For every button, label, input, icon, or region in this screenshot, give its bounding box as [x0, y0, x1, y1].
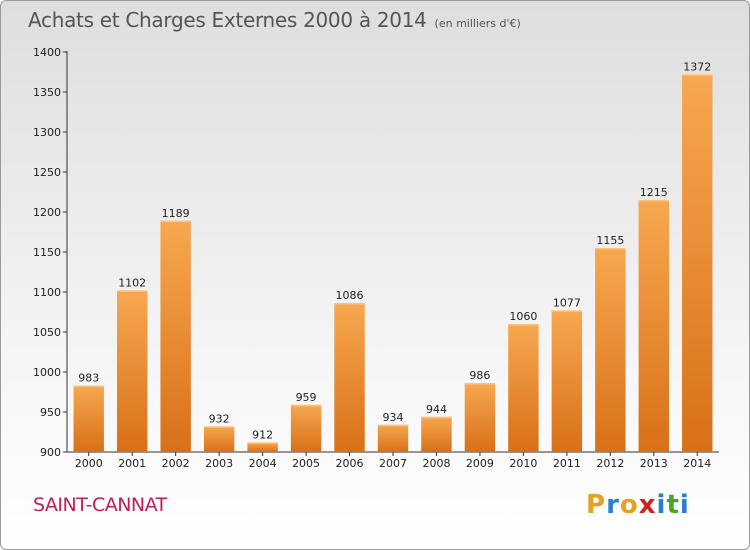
y-tick-label: 900	[40, 446, 61, 459]
data-label: 959	[296, 391, 317, 404]
x-tick-label: 2014	[683, 457, 711, 470]
y-tick-label: 1000	[33, 366, 61, 379]
y-tick-label: 1300	[33, 126, 61, 139]
bar	[247, 442, 278, 452]
bar-top-edge	[377, 424, 409, 427]
bar-top-edge	[116, 290, 148, 292]
logo-letter: x	[638, 490, 657, 520]
bar	[638, 200, 670, 452]
logo-letter: i	[679, 490, 690, 520]
proxiti-logo: Proxiti	[586, 490, 690, 520]
chart-bars	[73, 74, 713, 453]
x-tick-label: 2004	[249, 457, 277, 470]
data-label: 1086	[336, 289, 364, 302]
bar	[682, 74, 713, 453]
x-tick-label: 2008	[422, 457, 450, 470]
x-tick-label: 2003	[205, 457, 233, 470]
data-label: 1102	[118, 276, 146, 289]
y-tick-label: 1150	[33, 246, 61, 259]
y-tick-label: 1200	[33, 206, 61, 219]
bar	[377, 424, 409, 452]
chart-subtitle: (en milliers d'€)	[434, 17, 521, 30]
bar-top-edge	[290, 404, 322, 407]
bar-top-edge	[595, 248, 626, 250]
bar	[290, 404, 322, 452]
data-label: 986	[469, 369, 490, 382]
logo-letter: t	[666, 490, 680, 520]
y-tick-label: 1050	[33, 326, 61, 339]
x-tick-label: 2005	[292, 457, 320, 470]
bar	[203, 426, 235, 452]
bar	[160, 220, 191, 452]
bar-top-edge	[73, 385, 104, 388]
bar-top-edge	[508, 324, 539, 326]
bar	[421, 416, 452, 452]
logo-letter: P	[586, 490, 607, 520]
data-label: 912	[252, 428, 273, 441]
bar-top-edge	[638, 200, 670, 202]
chart-axes: 900 950 1000 1050 1100 1150 1200 1250 1300 1350 14…	[33, 46, 719, 459]
bar	[334, 303, 365, 452]
data-label: 934	[383, 411, 404, 424]
y-tick-label: 1400	[33, 46, 61, 59]
data-label: 1189	[162, 207, 190, 220]
x-tick-label: 2010	[509, 457, 537, 470]
x-tick-label: 2012	[596, 457, 624, 470]
x-tick-label: 2013	[640, 457, 668, 470]
bar-top-edge	[247, 442, 278, 444]
y-tick-label: 950	[40, 406, 61, 419]
chart-title-text: Achats et Charges Externes 2000 à 2014	[28, 8, 427, 32]
data-label: 1155	[596, 234, 624, 247]
chart-labels: 2000 983 2001 1102 2002 1189 2003 932 2004 912 200…	[75, 60, 712, 470]
bar	[551, 310, 583, 452]
bar-top-edge	[551, 310, 583, 312]
y-tick-label: 1350	[33, 86, 61, 99]
x-tick-label: 2009	[466, 457, 494, 470]
logo-letter: i	[656, 490, 667, 520]
data-label: 1060	[509, 310, 537, 323]
city-name: SAINT-CANNAT	[33, 494, 167, 516]
x-tick-label: 2007	[379, 457, 407, 470]
y-tick-label: 1250	[33, 166, 61, 179]
data-label: 944	[426, 403, 447, 416]
data-label: 1215	[640, 186, 668, 199]
x-tick-label: 2000	[75, 457, 103, 470]
bar-top-edge	[203, 426, 235, 428]
bar	[73, 385, 104, 452]
data-label: 1372	[683, 60, 711, 73]
bar-top-edge	[334, 303, 365, 305]
bar	[116, 290, 148, 452]
bar	[464, 383, 496, 452]
bar-top-edge	[464, 383, 496, 385]
x-tick-label: 2002	[162, 457, 190, 470]
logo-letter: o	[619, 490, 639, 520]
x-tick-label: 2001	[118, 457, 146, 470]
bar	[508, 324, 539, 452]
bar-top-edge	[682, 74, 713, 76]
data-label: 1077	[553, 296, 581, 309]
bar-top-edge	[160, 220, 191, 223]
y-tick-label: 1100	[33, 286, 61, 299]
x-tick-label: 2011	[553, 457, 581, 470]
data-label: 932	[209, 412, 230, 425]
x-tick-label: 2006	[336, 457, 364, 470]
logo-letter: r	[606, 490, 620, 520]
bar	[595, 248, 626, 452]
data-label: 983	[78, 372, 99, 385]
bar-top-edge	[421, 416, 452, 419]
chart-title: Achats et Charges Externes 2000 à 2014 (e…	[28, 8, 521, 32]
